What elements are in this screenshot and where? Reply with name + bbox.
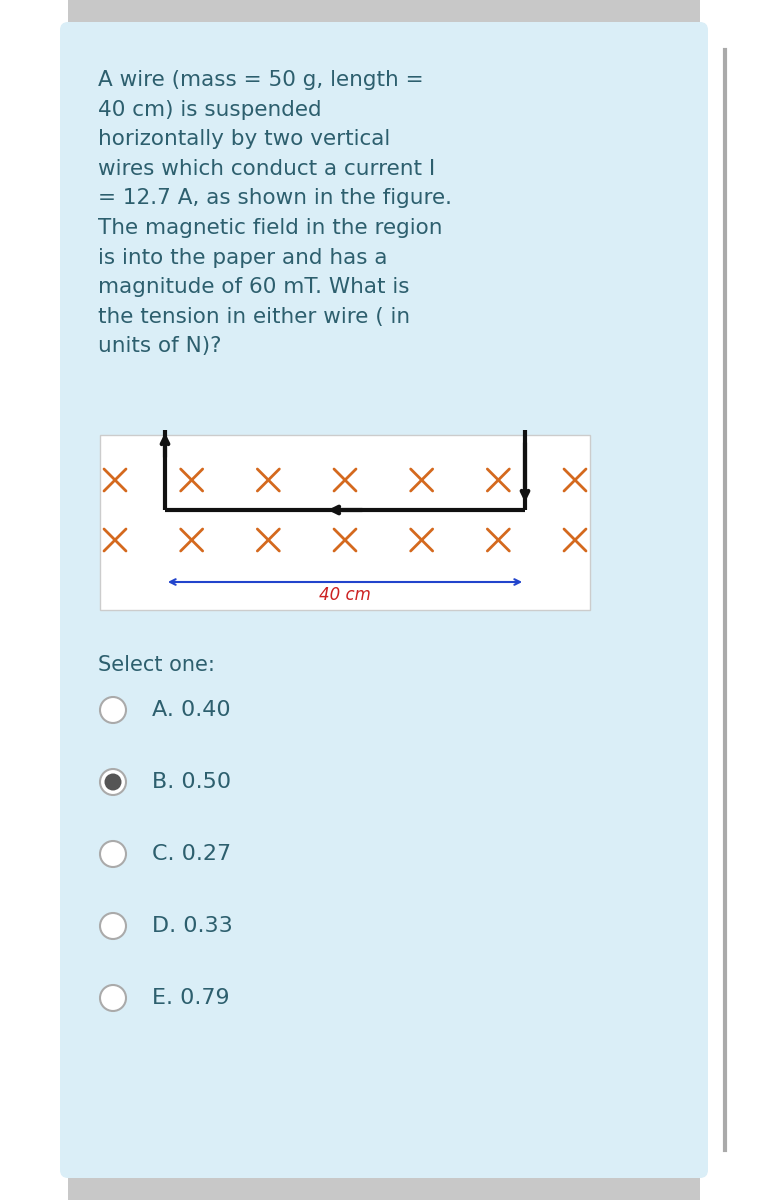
Bar [100,434,590,610]
Circle shape [100,985,126,1010]
Text: D. 0.33: D. 0.33 [152,916,232,936]
Text: B. 0.50: B. 0.50 [152,772,231,792]
Circle shape [100,769,126,794]
Circle shape [105,774,122,791]
Text: E. 0.79: E. 0.79 [152,988,229,1008]
Bar [0,0,68,1200]
Circle shape [100,841,126,866]
Text: C. 0.27: C. 0.27 [152,844,231,864]
Text: A wire (mass = 50 g, length =
40 cm) is suspended
horizontally by two vertical
w: A wire (mass = 50 g, length = 40 cm) is … [98,70,452,356]
Text: Select one:: Select one: [98,655,214,674]
Bar [700,0,780,1200]
FancyBboxPatch shape [60,22,708,1178]
Circle shape [100,913,126,938]
Text: A. 0.40: A. 0.40 [152,700,231,720]
Text: 40 cm: 40 cm [319,586,371,604]
Circle shape [100,697,126,722]
